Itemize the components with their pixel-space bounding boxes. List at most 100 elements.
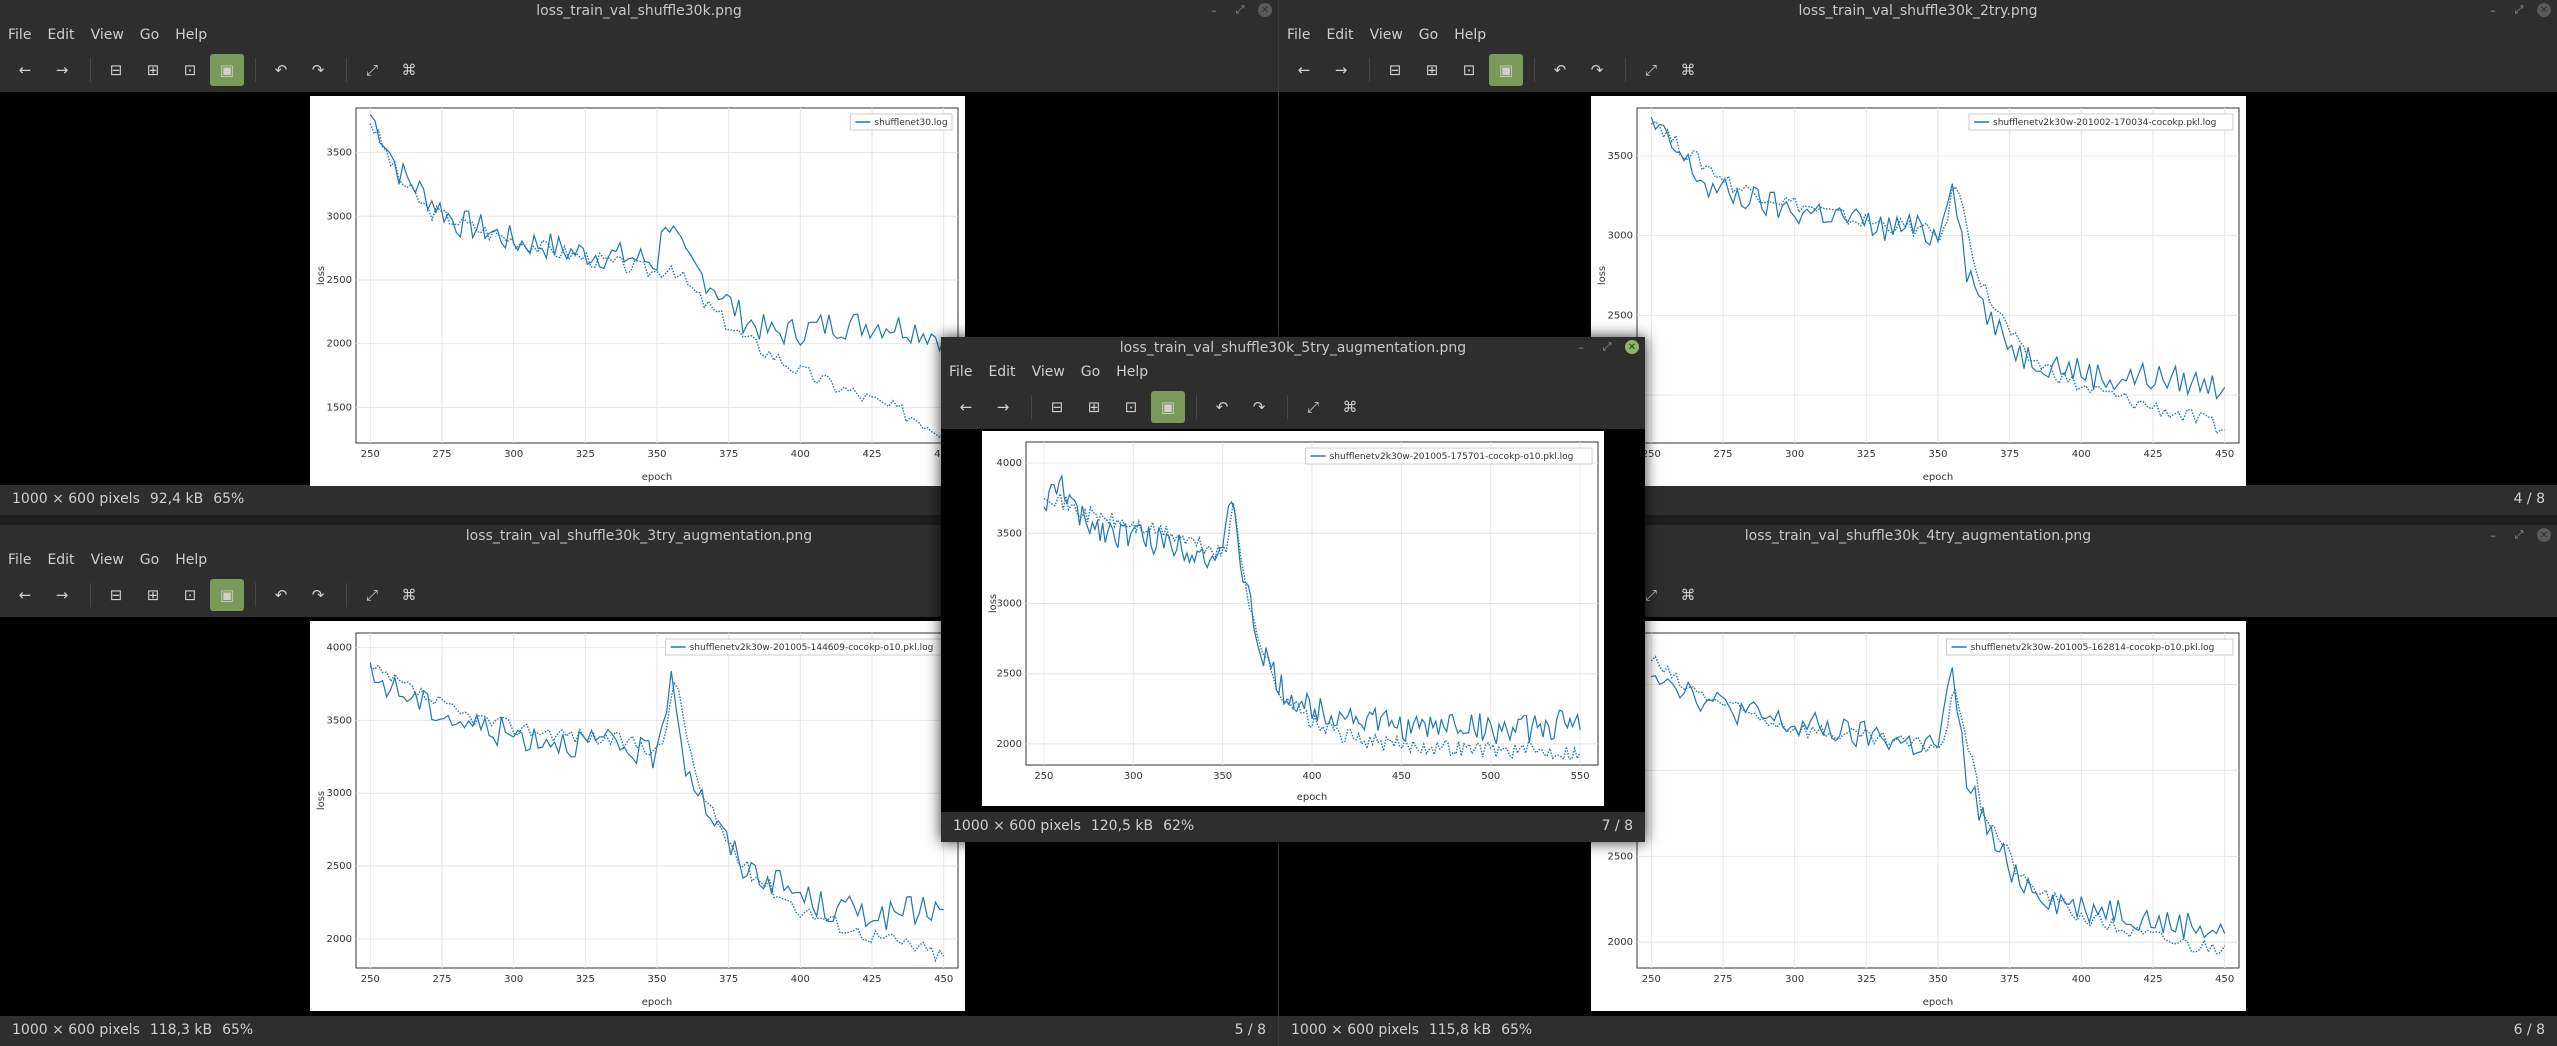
minimize-icon[interactable]: – xyxy=(2490,528,2496,542)
back-icon[interactable]: ← xyxy=(18,586,32,604)
forward-icon[interactable]: → xyxy=(1334,61,1348,79)
back-icon[interactable]: ← xyxy=(959,398,973,416)
menu-help[interactable]: Help xyxy=(1116,364,1149,380)
menu-bar: File Edit View Go Help xyxy=(941,359,1645,385)
back-icon[interactable]: ← xyxy=(18,61,32,79)
slideshow-icon[interactable]: ⌘ xyxy=(401,61,417,79)
zoom-fit-icon[interactable]: ▣ xyxy=(1489,54,1523,86)
menu-edit[interactable]: Edit xyxy=(47,27,75,43)
menu-go[interactable]: Go xyxy=(1080,364,1101,380)
val-loss-line xyxy=(1043,491,1581,761)
maximize-icon[interactable]: ⤢ xyxy=(2514,3,2524,16)
menu-edit[interactable]: Edit xyxy=(1326,27,1354,43)
menu-view[interactable]: View xyxy=(1369,27,1403,43)
back-icon[interactable]: ← xyxy=(1297,61,1311,79)
fullscreen-icon[interactable]: ⤢ xyxy=(365,586,378,604)
menu-view[interactable]: View xyxy=(1031,364,1065,380)
zoom-out-icon[interactable]: ⊟ xyxy=(1388,61,1402,79)
slideshow-icon[interactable]: ⌘ xyxy=(1680,61,1696,79)
menu-file[interactable]: File xyxy=(8,27,32,43)
menu-go[interactable]: Go xyxy=(139,552,160,568)
slideshow-icon[interactable]: ⌘ xyxy=(1680,586,1696,604)
rotate-right-icon[interactable]: ↷ xyxy=(311,61,325,79)
x-tick-label: 325 xyxy=(576,449,595,460)
zoom-in-icon[interactable]: ⊞ xyxy=(146,61,160,79)
chart-svg: 250 300 350 400 450 500 550 2000 2500 3000 3500 400… xyxy=(988,441,1599,803)
legend-box xyxy=(1305,447,1593,465)
menu-help[interactable]: Help xyxy=(1454,27,1487,43)
forward-icon[interactable]: → xyxy=(55,586,69,604)
fullscreen-icon[interactable]: ⤢ xyxy=(1644,61,1657,79)
zoom-in-icon[interactable]: ⊞ xyxy=(146,586,160,604)
x-tick-label: 450 xyxy=(1392,771,1411,782)
zoom-out-icon[interactable]: ⊟ xyxy=(109,61,123,79)
menu-file[interactable]: File xyxy=(8,552,32,568)
menu-go[interactable]: Go xyxy=(1418,27,1439,43)
menu-view[interactable]: View xyxy=(90,552,124,568)
status-bar: 1000 × 600 pixels 118,3 kB 65% 5 / 8 xyxy=(0,1016,1278,1046)
menu-view[interactable]: View xyxy=(90,27,124,43)
menu-help[interactable]: Help xyxy=(175,27,208,43)
image-viewer-window[interactable]: loss_train_val_shuffle30k_5try_augmentat… xyxy=(941,337,1645,842)
menu-file[interactable]: File xyxy=(1287,27,1311,43)
close-icon[interactable]: ✕ xyxy=(1625,340,1639,354)
title-bar[interactable]: loss_train_val_shuffle30k_5try_augmentat… xyxy=(941,337,1645,359)
rotate-right-icon[interactable]: ↷ xyxy=(1252,398,1266,416)
minimize-icon[interactable]: – xyxy=(1211,3,1217,17)
image-index: 5 / 8 xyxy=(1234,1022,1266,1038)
zoom-fit-icon[interactable]: ▣ xyxy=(1151,391,1185,423)
zoom-normal-icon[interactable]: ⊡ xyxy=(1462,61,1476,79)
y-tick-label: 3000 xyxy=(997,599,1022,610)
x-tick-label: 500 xyxy=(1481,771,1500,782)
x-tick-label: 375 xyxy=(2000,449,2019,460)
rotate-left-icon[interactable]: ↶ xyxy=(1215,398,1229,416)
zoom-normal-icon[interactable]: ⊡ xyxy=(183,61,197,79)
train-loss-line xyxy=(1650,116,2226,400)
y-tick-label: 2500 xyxy=(327,275,352,286)
rotate-left-icon[interactable]: ↶ xyxy=(274,61,288,79)
zoom-normal-icon[interactable]: ⊡ xyxy=(183,586,197,604)
fullscreen-icon[interactable]: ⤢ xyxy=(1644,586,1657,604)
legend-label: shufflenetv2k30w-201005-162814-cocokp-o1… xyxy=(1971,643,2215,653)
zoom-in-icon[interactable]: ⊞ xyxy=(1425,61,1439,79)
close-icon[interactable]: ✕ xyxy=(2537,3,2551,17)
toolbar-separator xyxy=(346,58,347,82)
rotate-left-icon[interactable]: ↶ xyxy=(274,586,288,604)
zoom-fit-icon[interactable]: ▣ xyxy=(210,579,244,611)
status-size: 118,3 kB xyxy=(149,1022,213,1038)
rotate-right-icon[interactable]: ↷ xyxy=(1590,61,1604,79)
status-zoom: 65% xyxy=(213,491,245,507)
fullscreen-icon[interactable]: ⤢ xyxy=(1306,398,1319,416)
zoom-normal-icon[interactable]: ⊡ xyxy=(1124,398,1138,416)
zoom-fit-icon[interactable]: ▣ xyxy=(210,54,244,86)
image-info: 1000 × 600 pixels 92,4 kB 65% xyxy=(12,491,254,507)
maximize-icon[interactable]: ⤢ xyxy=(1235,3,1245,16)
close-icon[interactable]: ✕ xyxy=(1258,3,1272,17)
menu-edit[interactable]: Edit xyxy=(47,552,75,568)
maximize-icon[interactable]: ⤢ xyxy=(2514,528,2524,541)
slideshow-icon[interactable]: ⌘ xyxy=(1342,398,1358,416)
toolbar-separator xyxy=(1534,58,1535,82)
forward-icon[interactable]: → xyxy=(55,61,69,79)
forward-icon[interactable]: → xyxy=(996,398,1010,416)
zoom-out-icon[interactable]: ⊟ xyxy=(109,586,123,604)
rotate-right-icon[interactable]: ↷ xyxy=(311,586,325,604)
x-tick-label: 375 xyxy=(719,974,738,985)
fullscreen-icon[interactable]: ⤢ xyxy=(365,61,378,79)
menu-go[interactable]: Go xyxy=(139,27,160,43)
menu-edit[interactable]: Edit xyxy=(988,364,1016,380)
menu-file[interactable]: File xyxy=(949,364,973,380)
minimize-icon[interactable]: – xyxy=(1578,340,1584,354)
close-icon[interactable]: ✕ xyxy=(2537,528,2551,542)
slideshow-icon[interactable]: ⌘ xyxy=(401,586,417,604)
minimize-icon[interactable]: – xyxy=(2490,3,2496,17)
y-tick-label: 4000 xyxy=(327,643,352,654)
title-bar[interactable]: loss_train_val_shuffle30k.png – ⤢ ✕ xyxy=(0,0,1278,22)
rotate-left-icon[interactable]: ↶ xyxy=(1553,61,1567,79)
status-dims: 1000 × 600 pixels xyxy=(12,1022,140,1038)
zoom-out-icon[interactable]: ⊟ xyxy=(1050,398,1064,416)
menu-help[interactable]: Help xyxy=(175,552,208,568)
zoom-in-icon[interactable]: ⊞ xyxy=(1087,398,1101,416)
title-bar[interactable]: loss_train_val_shuffle30k_2try.png – ⤢ ✕ xyxy=(1279,0,2557,22)
maximize-icon[interactable]: ⤢ xyxy=(1602,340,1612,353)
